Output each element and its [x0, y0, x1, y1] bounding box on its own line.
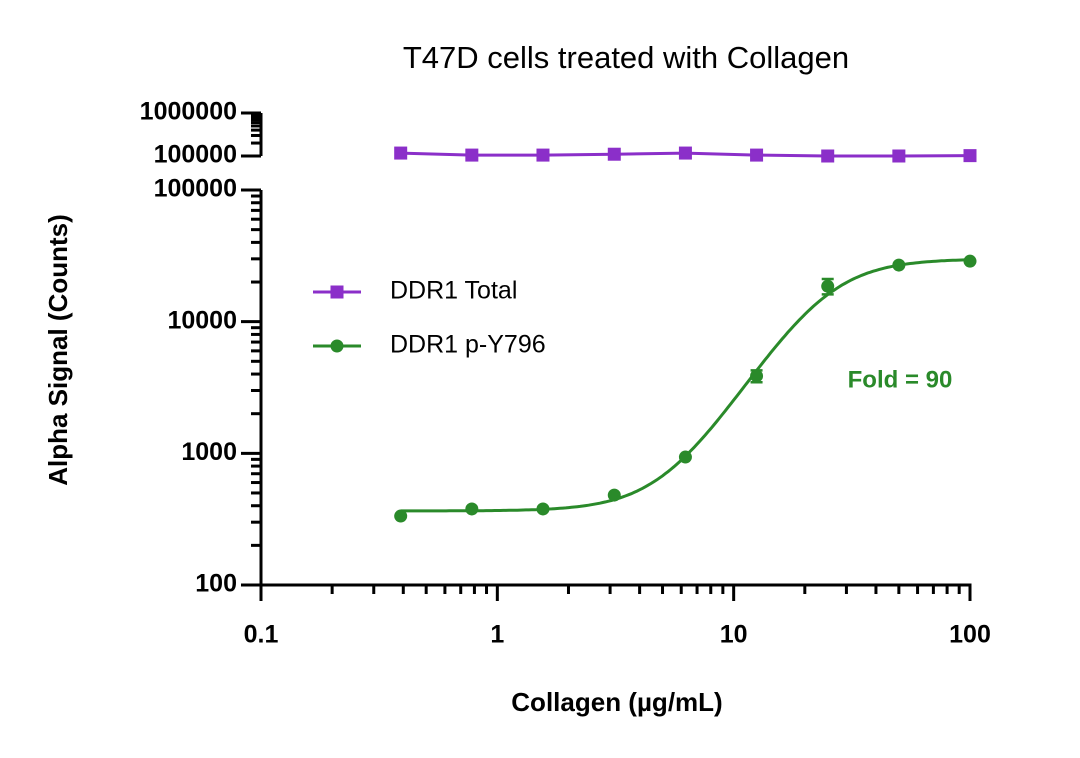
data-point [750, 369, 764, 383]
y-tick-label: 100000 [154, 175, 237, 203]
y-tick-label: 10000 [167, 306, 237, 334]
x-tick-label: 100 [949, 621, 991, 649]
legend-marker [330, 285, 344, 299]
data-point [821, 279, 835, 293]
data-point [465, 148, 479, 162]
legend-label: DDR1 p-Y796 [390, 331, 546, 359]
data-point [536, 148, 550, 162]
data-point [394, 509, 408, 523]
data-point [750, 148, 764, 162]
annotation: Fold = 90 [848, 366, 953, 393]
legend-label: DDR1 Total [390, 277, 517, 305]
y-tick-label: 100000 [154, 141, 237, 169]
y-tick-label: 1000 [181, 438, 237, 466]
data-point [892, 149, 906, 163]
x-axis-label: Collagen (µg/mL) [511, 687, 722, 717]
data-point [678, 450, 692, 464]
x-tick-label: 0.1 [244, 621, 279, 649]
data-point [607, 488, 621, 502]
y-tick-label: 1000000 [140, 98, 237, 126]
y-axis-label: Alpha Signal (Counts) [43, 214, 73, 486]
x-tick-label: 10 [720, 621, 748, 649]
data-point [963, 149, 977, 163]
x-tick-label: 1 [490, 621, 504, 649]
data-point [678, 146, 692, 160]
y-tick-label: 100 [195, 570, 237, 598]
data-point [963, 254, 977, 268]
data-point [394, 146, 408, 160]
chart-title: T47D cells treated with Collagen [403, 40, 849, 75]
data-point [892, 258, 906, 272]
data-point [465, 502, 479, 516]
data-point [607, 147, 621, 161]
data-point [536, 502, 550, 516]
data-point [821, 149, 835, 163]
legend-marker [330, 339, 344, 353]
